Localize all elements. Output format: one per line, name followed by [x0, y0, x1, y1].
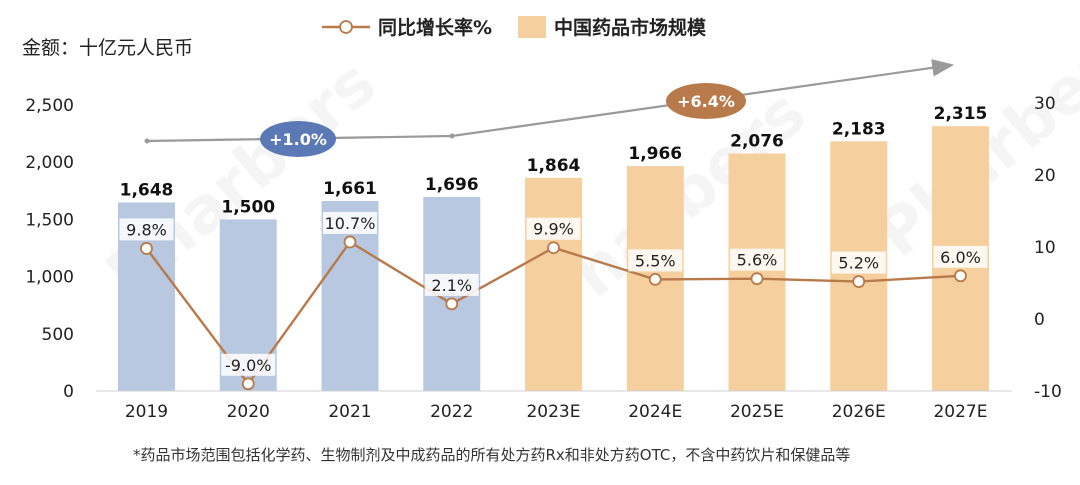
legend: 同比增长率% 中国药品市场规模	[322, 16, 707, 39]
y-right-tick-label: 20	[1034, 166, 1056, 186]
y-right-tick-label: -10	[1034, 382, 1062, 402]
x-tick-label: 2025E	[730, 402, 784, 422]
legend-bar-swatch	[518, 16, 546, 38]
bar-value-label: 2,183	[832, 119, 886, 139]
y-right-tick-label: 0	[1034, 310, 1045, 330]
x-tick-label: 2019	[125, 402, 168, 422]
bar-value-label: 2,315	[934, 104, 988, 124]
growth-point	[140, 242, 153, 255]
growth-value-label: 5.5%	[635, 251, 676, 270]
growth-label-backdrop	[526, 217, 581, 240]
growth-value-label: 2.1%	[431, 276, 472, 295]
trend-annotations: +1.0% +6.4%	[144, 59, 955, 157]
growth-label-backdrop	[221, 353, 276, 376]
x-tick-label: 2026E	[832, 402, 886, 422]
x-tick-label: 2023E	[526, 402, 580, 422]
bar-value-labels: 1,648 1,500 1,661 1,696 1,864 1,966 2,076 2,183…	[120, 104, 988, 217]
growth-point	[547, 241, 560, 255]
y-left-tick-label: 2,000	[25, 153, 74, 173]
right-axis: -10 0 10 20 30	[1034, 94, 1062, 402]
bar-value-label: 2,076	[730, 132, 784, 152]
growth-value-label: 9.8%	[126, 220, 167, 239]
y-left-tick-label: 1,000	[25, 268, 74, 288]
growth-point	[954, 269, 967, 283]
cagr-badge-2	[666, 83, 746, 119]
cagr-badge-1-text: +1.0%	[269, 130, 327, 149]
x-tick-label: 2027E	[933, 402, 987, 422]
growth-point	[750, 272, 764, 286]
bar-value-label: 1,500	[221, 197, 275, 217]
x-tick-label: 2024E	[628, 402, 682, 422]
trend-arrow-dot-mid	[449, 133, 455, 139]
y-left-tick-label: 2,500	[25, 96, 74, 116]
x-tick-label: 2021	[328, 402, 371, 422]
bar	[728, 153, 786, 391]
bar-value-label: 1,648	[120, 180, 174, 200]
growth-value-label: 5.2%	[838, 254, 879, 273]
growth-line	[140, 235, 967, 391]
legend-bar-label: 中国药品市场规模	[554, 16, 707, 39]
growth-value-label: 5.6%	[737, 251, 778, 270]
x-ticks: 2019 2020 2021 2022 2023E 2024E 2025E 2026E 2027…	[125, 402, 988, 422]
cagr-badge-1	[260, 121, 336, 157]
legend-line-marker	[339, 20, 353, 34]
growth-point	[852, 275, 866, 288]
growth-point	[648, 272, 662, 286]
growth-point	[241, 377, 255, 391]
growth-value-label: 10.7%	[325, 214, 376, 233]
y-left-tick-label: 500	[42, 325, 74, 345]
growth-label-backdrop	[628, 249, 683, 272]
bar-value-label: 1,661	[323, 179, 377, 199]
y-right-tick-label: 10	[1034, 238, 1056, 258]
y-right-tick-label: 30	[1034, 94, 1056, 114]
growth-point	[343, 235, 357, 249]
footnote: *药品市场范围包括化学药、生物制剂及中成药品的所有处方药Rx和非处方药OTC，不…	[133, 446, 850, 464]
growth-label-backdrop	[323, 211, 377, 234]
bar-value-label: 1,864	[527, 156, 581, 176]
bar	[525, 177, 582, 391]
bar-value-label: 1,696	[425, 175, 479, 195]
cagr-badge-2-text: +6.4%	[677, 92, 735, 111]
growth-value-label: 9.9%	[533, 220, 574, 239]
growth-value-label: -9.0%	[225, 356, 271, 375]
unit-label: 金额：十亿元人民币	[22, 37, 193, 59]
growth-value-label: 6.0%	[940, 248, 981, 267]
y-left-tick-label: 1,500	[25, 210, 74, 230]
trend-arrow-dot-start	[144, 138, 150, 144]
growth-label-backdrop	[730, 248, 784, 271]
growth-value-labels: 9.8% -9.0% 10.7% 2.1% 9.9% 5.5% 5.6% 5.2% 6.0%	[119, 211, 988, 376]
growth-label-backdrop	[119, 218, 174, 241]
x-tick-label: 2022	[430, 402, 473, 422]
legend-line-label: 同比增长率%	[378, 16, 492, 39]
left-axis: 0 500 1,000 1,500 2,000 2,500	[25, 96, 74, 402]
growth-point	[445, 297, 459, 311]
growth-label-backdrop	[424, 273, 479, 296]
bar-value-label: 1,966	[628, 144, 682, 164]
x-tick-label: 2020	[227, 402, 270, 422]
growth-label-backdrop	[831, 251, 886, 274]
growth-label-backdrop	[933, 245, 988, 268]
y-left-tick-label: 0	[63, 382, 74, 402]
